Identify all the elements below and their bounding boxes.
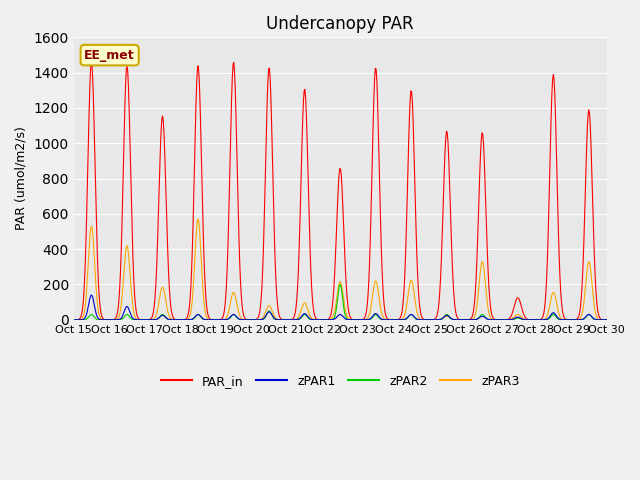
- Legend: PAR_in, zPAR1, zPAR2, zPAR3: PAR_in, zPAR1, zPAR2, zPAR3: [156, 370, 525, 393]
- Text: EE_met: EE_met: [84, 48, 135, 61]
- Title: Undercanopy PAR: Undercanopy PAR: [266, 15, 414, 33]
- Y-axis label: PAR (umol/m2/s): PAR (umol/m2/s): [15, 127, 28, 230]
